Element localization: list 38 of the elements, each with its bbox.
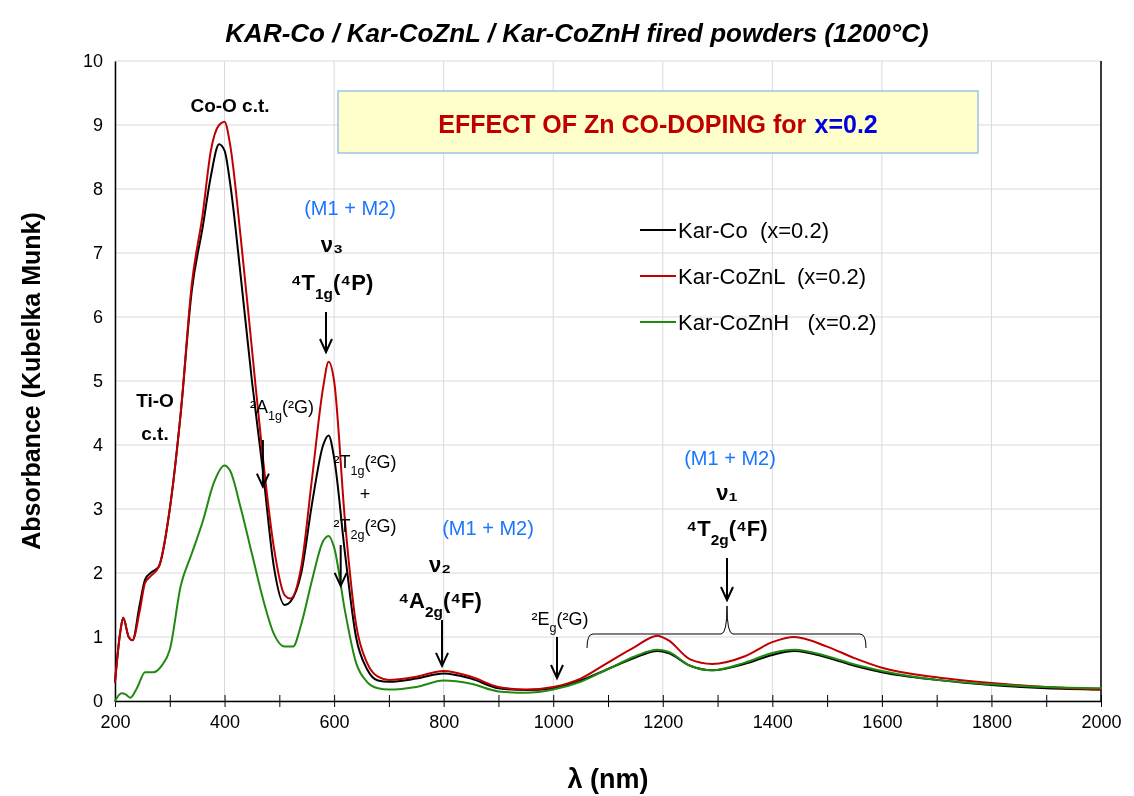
chart-title: KAR-Co / Kar-CoZnL / Kar-CoZnH fired powders (1200°C): [225, 18, 929, 48]
x-tick-label: 800: [429, 711, 460, 732]
y-tick-label: 6: [92, 307, 103, 328]
x-tick-label: 400: [210, 711, 241, 732]
x-tick-label: 1000: [533, 711, 574, 732]
x-tick-label: 200: [100, 711, 131, 732]
y-tick-label: 8: [92, 179, 103, 200]
annotation: (M1 + M2): [442, 517, 534, 539]
annotation: ν₂ ⁴A$_{2g}$(⁴F): [398, 552, 482, 620]
x-axis-title: λ (nm): [567, 764, 649, 794]
y-tick-label: 1: [92, 627, 103, 648]
y-tick-label: 10: [82, 51, 103, 72]
legend-label: Kar-CoZnL (x=0.2): [678, 264, 867, 289]
annotation: Ti-O c.t.: [136, 390, 174, 444]
legend-label: Kar-Co (x=0.2): [678, 218, 829, 243]
annotation: (M1 + M2): [304, 197, 396, 219]
annotation: (M1 + M2): [684, 447, 776, 469]
y-axis-title: Absorbance (Kubelka Munk): [17, 212, 45, 550]
y-tick-label: 9: [92, 115, 103, 136]
x-tick-label: 600: [319, 711, 350, 732]
x-tick-label: 1400: [752, 711, 793, 732]
annotation: Co-O c.t.: [190, 95, 270, 116]
annotation: ν₃ ⁴T$_{1g}$(⁴P): [290, 232, 374, 302]
y-tick-label: 2: [92, 563, 103, 584]
x-tick-label: 1200: [643, 711, 684, 732]
annotation: ν₁ ⁴T$_{2g}$(⁴F): [686, 480, 768, 548]
y-tick-label: 0: [92, 691, 103, 712]
annotation: x=0.2: [814, 110, 878, 138]
annotation: EFFECT OF Zn CO-DOPING for: [438, 110, 807, 138]
x-tick-label: 2000: [1081, 711, 1122, 732]
legend-label: Kar-CoZnH (x=0.2): [678, 310, 877, 335]
y-tick-label: 5: [92, 371, 103, 392]
y-tick-label: 7: [92, 243, 103, 264]
x-tick-label: 1600: [862, 711, 903, 732]
x-tick-label: 1800: [971, 711, 1012, 732]
y-tick-label: 3: [92, 499, 103, 520]
y-tick-label: 4: [92, 435, 103, 456]
annotation: ²E$_{g}$(²G): [531, 609, 589, 635]
